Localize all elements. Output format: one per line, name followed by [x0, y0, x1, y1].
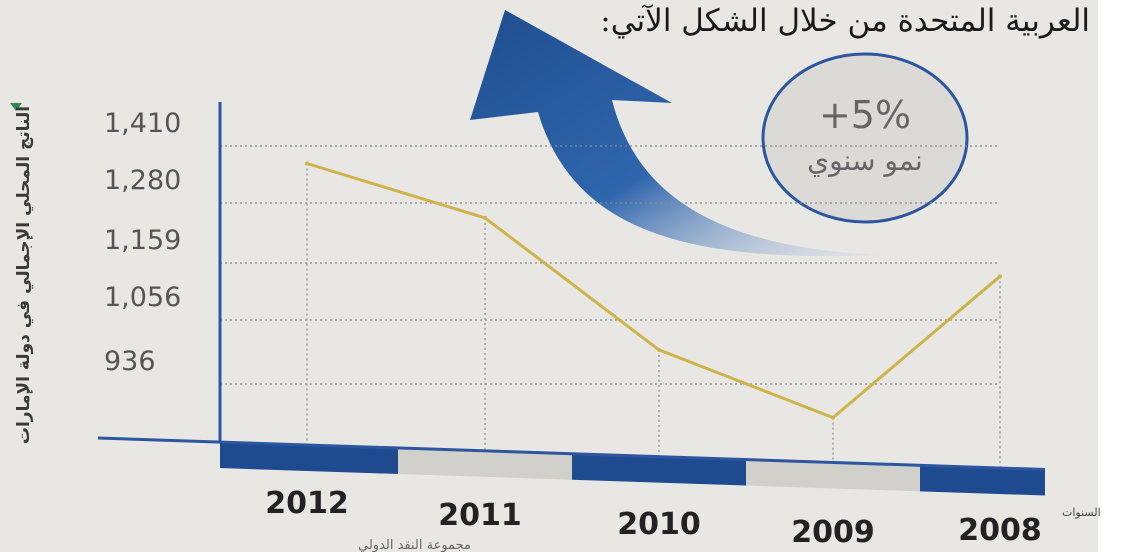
x-tick-label-2012: 2012 — [265, 486, 349, 521]
y-axis-marker-icon — [10, 103, 22, 111]
y-tick-label-936: 936 — [104, 346, 156, 377]
y-tick-label-1,280: 1,280 — [104, 165, 181, 196]
page-edge — [1098, 0, 1122, 552]
x-axis-title: السنوات — [1062, 506, 1101, 519]
data-point-2012 — [305, 161, 309, 166]
y-axis-title: الناتج المحلي الإجمالي في دولة الإمارات — [14, 105, 34, 445]
x-tick-label-2010: 2010 — [617, 507, 701, 542]
y-tick-label-1,159: 1,159 — [104, 225, 181, 256]
data-point-2009 — [831, 415, 835, 420]
year-band-2010 — [572, 453, 746, 486]
year-band-2008 — [920, 465, 1045, 496]
year-band-2012 — [220, 442, 398, 474]
x-tick-label-2011: 2011 — [438, 498, 522, 533]
x-tick-label-2009: 2009 — [791, 515, 875, 550]
growth-label: نمو سنوي — [807, 144, 923, 177]
x-tick-label-2008: 2008 — [958, 513, 1042, 548]
year-band-2011 — [398, 447, 572, 480]
y-tick-label-1,410: 1,410 — [104, 108, 181, 139]
data-point-2008 — [998, 274, 1002, 279]
page-header-text: العربية المتحدة من خلال الشكل الآتي: — [600, 3, 1090, 39]
growth-badge-circle — [761, 52, 969, 224]
y-tick-label-1,056: 1,056 — [104, 282, 181, 313]
footer-text: مجموعة النقد الدولي — [358, 538, 471, 552]
year-band-2009 — [746, 459, 920, 492]
growth-arrow — [470, 10, 880, 257]
data-point-2010 — [657, 347, 661, 352]
data-point-2011 — [483, 215, 487, 220]
x-axis-line — [97, 436, 1046, 471]
growth-value: +5% — [818, 93, 912, 137]
